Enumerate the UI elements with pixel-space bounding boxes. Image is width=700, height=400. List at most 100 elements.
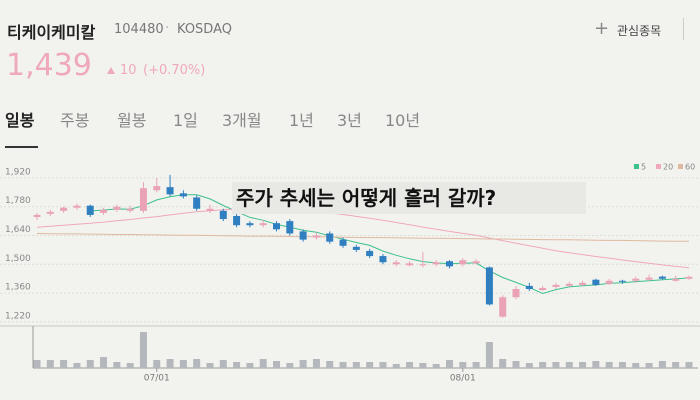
y-tick-label: 1,220 — [5, 311, 31, 321]
volume-bar — [193, 359, 201, 368]
candle-body — [233, 215, 241, 226]
volume-bar — [153, 360, 161, 368]
legend-swatch — [656, 164, 661, 169]
volume-bar — [273, 361, 281, 368]
candle-body — [352, 246, 360, 250]
candle-body — [259, 223, 267, 226]
candle-body — [432, 262, 440, 265]
volume-bar — [206, 363, 214, 368]
candle-body — [632, 278, 640, 281]
candle-body — [179, 193, 187, 197]
volume-bar — [685, 362, 693, 368]
candle-body — [60, 207, 68, 211]
y-tick-label: 1,640 — [5, 225, 31, 235]
plus-icon[interactable]: + — [594, 18, 610, 39]
change-pct: (+0.70%) — [143, 63, 206, 78]
tab[interactable]: 일봉 — [5, 111, 35, 130]
volume-bar — [60, 360, 68, 368]
volume-bar — [672, 362, 680, 368]
volume-bar — [233, 362, 241, 368]
tab[interactable]: 3개월 — [222, 111, 262, 130]
y-tick-label: 1,780 — [5, 196, 31, 206]
tab[interactable]: 10년 — [385, 111, 421, 130]
ma-line — [36, 232, 689, 242]
chart: 1,920 1,780 1,640 1,500 1,360 1,220 07/01 08/01… — [0, 163, 700, 384]
y-tick-label: 1,360 — [5, 283, 31, 293]
volume-bar — [46, 360, 54, 368]
legend-swatch — [634, 164, 639, 169]
candle-body — [273, 223, 281, 230]
candle-body — [485, 267, 493, 305]
legend-swatch — [678, 164, 683, 169]
legend-label: 60 — [685, 163, 695, 172]
candle-body — [406, 263, 414, 266]
volume-bar — [512, 361, 520, 368]
volume-bar — [86, 360, 94, 368]
candle-body — [605, 280, 613, 284]
volume-bar — [339, 362, 347, 368]
volume-bar — [73, 363, 81, 368]
candle-body — [219, 210, 227, 220]
volume-bar — [100, 357, 108, 368]
tab[interactable]: 월봉 — [117, 111, 147, 130]
candle-body — [592, 279, 600, 285]
candle-body — [153, 186, 161, 191]
volume-bar — [126, 363, 134, 368]
candle-body — [645, 277, 653, 280]
volume-bar — [166, 359, 174, 368]
tab[interactable]: 1일 — [173, 111, 198, 130]
legend-label: 5 — [641, 163, 646, 172]
volume-bar — [472, 362, 480, 368]
x-tick-label: 07/01 — [144, 374, 170, 384]
divider — [683, 18, 684, 40]
watch-button[interactable]: 관심종목 — [617, 24, 662, 38]
volume-bar — [406, 362, 414, 368]
candle-body — [419, 264, 427, 266]
separator: · — [165, 21, 170, 36]
candle-body — [299, 231, 307, 240]
price: 1,439 — [6, 48, 92, 83]
candle-body — [206, 208, 214, 211]
candle-body — [579, 282, 587, 285]
volume-bar — [379, 362, 387, 368]
candle-body — [113, 206, 121, 210]
volume-bar — [259, 359, 267, 368]
volume-bar — [499, 359, 507, 368]
candle-body — [472, 261, 480, 264]
volume-bar — [525, 363, 533, 368]
tab[interactable]: 3년 — [337, 111, 362, 130]
candle-body — [685, 276, 693, 279]
volume-bar — [618, 362, 626, 368]
candle-body — [366, 250, 374, 257]
volume-bar — [632, 363, 640, 368]
change: 10 — [120, 63, 137, 78]
candle-body — [166, 187, 174, 195]
stock-code: 104480 — [114, 22, 164, 37]
volume-bar — [286, 363, 294, 368]
candle-body — [326, 233, 334, 242]
candle-body — [658, 276, 666, 279]
candle-body — [445, 261, 453, 267]
candle-body — [312, 235, 320, 238]
tab[interactable]: 주봉 — [60, 111, 90, 130]
volume-bar — [326, 361, 334, 368]
legend-label: 20 — [663, 163, 673, 172]
candle-body — [552, 284, 560, 287]
ma-line — [36, 207, 690, 269]
volume-bar — [419, 363, 427, 368]
candle-body — [525, 285, 533, 289]
candle-body — [459, 260, 467, 265]
x-tick-label: 08/01 — [450, 374, 476, 384]
volume-bar — [592, 361, 600, 368]
volume-bar — [246, 363, 254, 368]
candle-body — [672, 278, 680, 281]
volume-bar — [445, 360, 453, 368]
candle-body — [193, 197, 201, 209]
candle-body — [512, 288, 520, 298]
volume-bar — [459, 362, 467, 368]
tab[interactable]: 1년 — [289, 111, 314, 130]
candle-body — [100, 209, 108, 213]
volume-bar — [352, 362, 360, 368]
candle-body — [618, 280, 626, 282]
